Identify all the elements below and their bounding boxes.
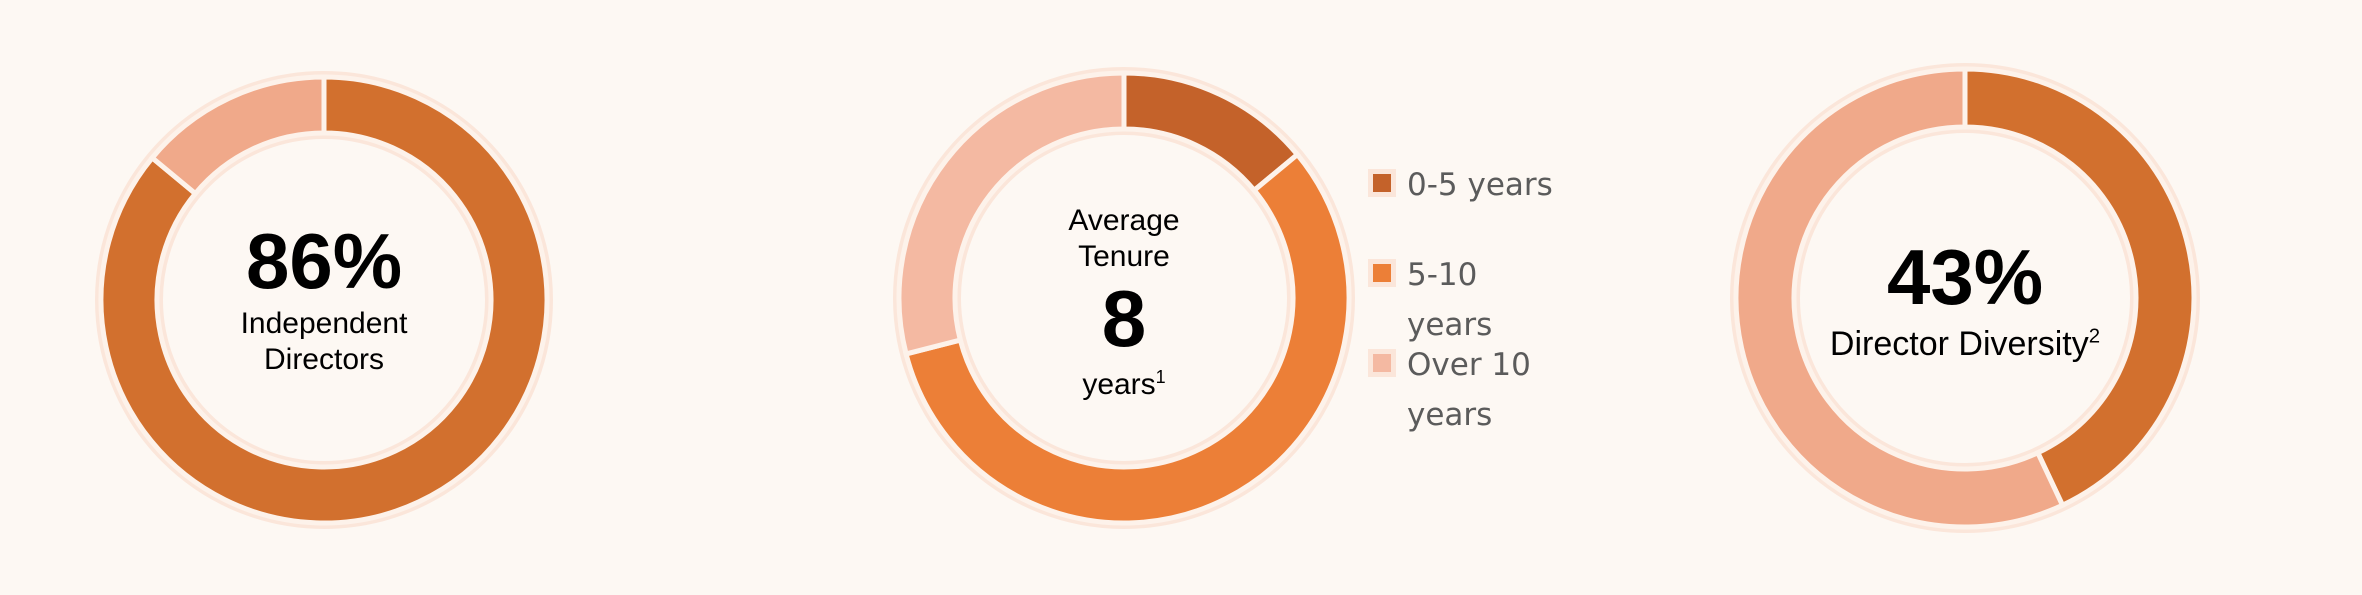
diversity-percent: 43% — [1886, 232, 2044, 321]
diversity-footnote: 2 — [2088, 325, 2101, 348]
legend-label-over-10-years: Over 10 years — [1407, 347, 1531, 433]
independent-percent: 86% — [245, 217, 403, 305]
legend-swatch-5-10-years — [1373, 264, 1391, 282]
independent-directors-donut: 86% Independent Directors — [95, 71, 553, 529]
tenure-label: Average Tenure — [1068, 204, 1180, 273]
tenure-value: 8 — [1101, 274, 1147, 363]
slice-5-10-years — [903, 151, 1352, 526]
average-tenure-donut: Average Tenure 8 years1 — [893, 67, 1355, 529]
tenure-unit: years1 — [1082, 367, 1166, 401]
slice-other — [148, 74, 327, 198]
legend-swatch-0-5-years — [1373, 174, 1391, 192]
director-diversity-center: 43% Director Diversity2 — [1733, 64, 2197, 532]
director-diversity-chart — [1730, 63, 2200, 533]
director-diversity-donut: 43% Director Diversity2 — [1730, 63, 2200, 533]
independent-directors-center: 86% Independent Directors — [98, 72, 550, 528]
slice-diverse — [1962, 66, 2197, 509]
independent-label: Independent Directors — [240, 307, 408, 376]
legend-swatch-over-10-years — [1373, 354, 1391, 372]
slice-independent — [98, 74, 550, 526]
legend-label-0-5-years: 0-5 years — [1407, 167, 1553, 203]
average-tenure-center: Average Tenure 8 years1 — [894, 68, 1354, 528]
independent-directors-chart — [95, 71, 553, 529]
diversity-label: Director Diversity2 — [1829, 324, 2101, 363]
slice-over-10-years — [896, 70, 1127, 357]
slice-other — [1733, 66, 2066, 530]
legend-label-5-10-years: 5-10 years — [1407, 257, 1493, 343]
average-tenure-chart — [893, 67, 1355, 529]
tenure-footnote: 1 — [1155, 367, 1166, 387]
